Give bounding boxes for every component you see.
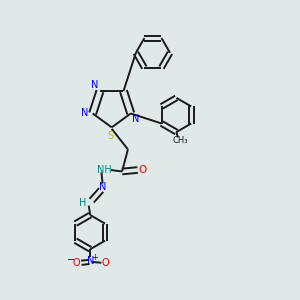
Text: −: − bbox=[67, 255, 75, 265]
Text: NH: NH bbox=[97, 165, 111, 175]
Text: +: + bbox=[92, 253, 98, 262]
Text: S: S bbox=[107, 130, 114, 141]
Text: N: N bbox=[81, 108, 88, 118]
Text: N: N bbox=[91, 80, 98, 90]
Text: H: H bbox=[79, 198, 86, 208]
Text: N: N bbox=[87, 256, 94, 266]
Text: N: N bbox=[99, 182, 106, 192]
Text: O: O bbox=[102, 258, 110, 268]
Text: O: O bbox=[138, 165, 146, 175]
Text: CH₃: CH₃ bbox=[172, 136, 188, 146]
Text: N: N bbox=[132, 114, 140, 124]
Text: O: O bbox=[73, 258, 80, 268]
